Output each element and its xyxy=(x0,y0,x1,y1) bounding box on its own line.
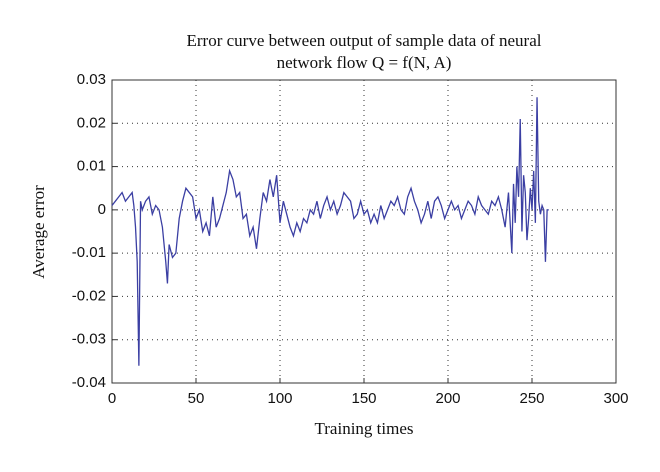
plot-frame xyxy=(111,79,617,384)
x-tick-label: 250 xyxy=(519,390,544,407)
chart-title: network flow Q = f(N, A) xyxy=(277,53,452,72)
y-tick-label: 0 xyxy=(98,201,106,218)
y-tick-label: 0.01 xyxy=(77,158,106,175)
x-tick-label: 0 xyxy=(108,390,116,407)
x-tick-label: 100 xyxy=(267,390,292,407)
y-tick-label: 0.03 xyxy=(77,71,106,88)
x-tick-label: 200 xyxy=(435,390,460,407)
y-axis-label: Average error xyxy=(29,185,48,279)
x-tick-label: 50 xyxy=(188,390,205,407)
y-tick-label: -0.03 xyxy=(72,331,106,348)
y-tick-label: 0.02 xyxy=(77,114,106,131)
x-tick-label: 300 xyxy=(603,390,628,407)
chart-title: Error curve between output of sample dat… xyxy=(187,31,542,50)
x-tick-label: 150 xyxy=(351,390,376,407)
y-tick-label: -0.01 xyxy=(72,244,106,261)
x-axis-label: Training times xyxy=(314,419,413,438)
y-tick-label: -0.04 xyxy=(72,374,106,391)
y-tick-label: -0.02 xyxy=(72,287,106,304)
data-line xyxy=(111,97,549,366)
